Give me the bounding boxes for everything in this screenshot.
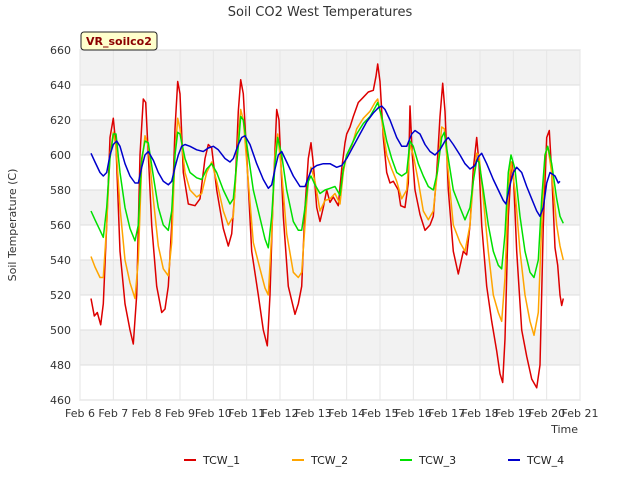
- x-tick-label: Feb 13: [295, 407, 332, 420]
- x-tick-label: Feb 10: [195, 407, 232, 420]
- legend: TCW_1 TCW_2 TCW_3 TCW_4: [184, 454, 564, 467]
- y-tick-label: 560: [50, 219, 71, 232]
- y-tick-label: 660: [50, 44, 71, 57]
- y-tick-label: 520: [50, 289, 71, 302]
- y-tick-label: 480: [50, 359, 71, 372]
- legend-label: TCW_3: [418, 454, 456, 467]
- station-label: VR_soilco2: [86, 35, 152, 48]
- grid-band: [80, 50, 580, 85]
- x-tick-label: Feb 19: [495, 407, 532, 420]
- y-axis-label: Soil Temperature (C): [6, 169, 19, 282]
- grid-bands: [80, 50, 580, 365]
- grid-band: [80, 190, 580, 225]
- series-lines: [90, 63, 565, 389]
- x-tick-label: Feb 16: [395, 407, 432, 420]
- grid-band: [80, 120, 580, 155]
- legend-label: TCW_4: [526, 454, 564, 467]
- series-line-tcw-4: [90, 105, 561, 218]
- x-tick-label: Feb 8: [132, 407, 162, 420]
- x-tick-label: Feb 11: [228, 407, 265, 420]
- x-tick-label: Feb 18: [462, 407, 499, 420]
- x-tick-label: Feb 14: [328, 407, 365, 420]
- y-tick-label: 620: [50, 114, 71, 127]
- station-box: VR_soilco2: [80, 31, 158, 51]
- y-tick-label: 600: [50, 149, 71, 162]
- y-axis-ticks: 460 480 500 520 540 560 580 600 620 640 660: [50, 44, 71, 407]
- legend-label: TCW_1: [202, 454, 240, 467]
- x-tick-label: Feb 12: [262, 407, 299, 420]
- y-tick-label: 500: [50, 324, 71, 337]
- plot-background: [79, 49, 581, 401]
- station-box-bg: [80, 31, 158, 51]
- x-tick-label: Feb 9: [165, 407, 195, 420]
- x-tick-label: Feb 7: [98, 407, 128, 420]
- series-line-tcw-2: [90, 98, 565, 337]
- y-tick-label: 460: [50, 394, 71, 407]
- x-tick-label: Feb 17: [428, 407, 465, 420]
- y-tick-label: 640: [50, 79, 71, 92]
- y-tick-label: 580: [50, 184, 71, 197]
- chart-title: Soil CO2 West Temperatures: [228, 5, 413, 20]
- x-axis-label: Time: [550, 423, 578, 436]
- x-tick-label: Feb 21: [562, 407, 599, 420]
- series-line-tcw-1: [90, 63, 565, 389]
- x-tick-label: Feb 15: [362, 407, 399, 420]
- x-tick-label: Feb 6: [65, 407, 95, 420]
- x-tick-label: Feb 20: [528, 407, 565, 420]
- series-line-tcw-3: [90, 101, 564, 279]
- y-tick-label: 540: [50, 254, 71, 267]
- legend-label: TCW_2: [310, 454, 348, 467]
